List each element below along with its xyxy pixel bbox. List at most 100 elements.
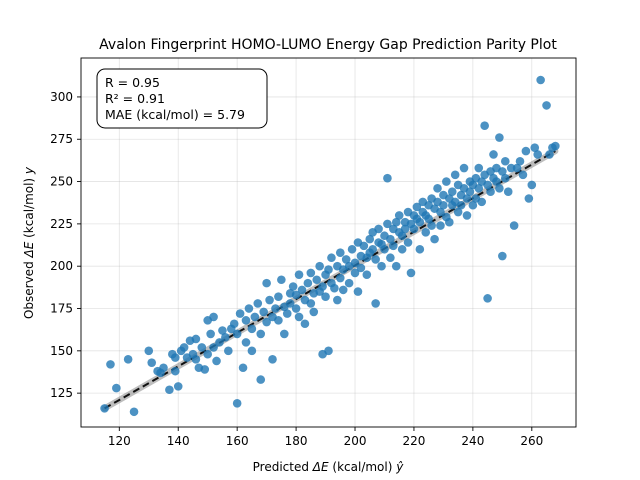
scatter-point xyxy=(415,217,425,227)
scatter-point xyxy=(218,326,227,335)
scatter-point xyxy=(179,343,189,352)
scatter-point xyxy=(512,163,522,173)
scatter-point xyxy=(495,184,504,193)
scatter-point xyxy=(247,346,257,356)
scatter-point xyxy=(445,217,454,227)
scatter-point xyxy=(391,217,401,227)
scatter-point xyxy=(197,343,207,352)
scatter-point xyxy=(433,184,442,193)
scatter-point xyxy=(306,299,316,308)
scatter-point xyxy=(468,200,478,210)
y-tick-label: 150 xyxy=(50,344,73,358)
scatter-point xyxy=(492,177,501,186)
annotation-mae: MAE (kcal/mol) = 5.79 xyxy=(105,107,245,122)
scatter-point xyxy=(524,194,534,203)
scatter-point xyxy=(241,338,251,347)
scatter-point xyxy=(436,207,445,217)
annotation-r: R = 0.95 xyxy=(105,75,160,90)
scatter-point xyxy=(215,338,224,347)
scatter-point xyxy=(359,241,369,251)
scatter-point xyxy=(333,295,342,305)
scatter-point xyxy=(465,187,475,197)
scatter-point xyxy=(238,363,248,373)
scatter-point xyxy=(306,268,316,278)
scatter-point xyxy=(477,197,487,207)
scatter-point xyxy=(232,329,242,339)
scatter-point xyxy=(123,354,133,364)
scatter-point xyxy=(330,283,339,293)
scatter-point xyxy=(315,261,324,271)
scatter-point xyxy=(235,309,245,318)
scatter-point xyxy=(309,307,319,317)
scatter-point xyxy=(256,329,266,339)
y-ticks: 125 150 175 200 225 250 275 300 xyxy=(50,90,81,400)
scatter-point xyxy=(327,253,336,263)
scatter-point xyxy=(129,407,139,417)
scatter-point xyxy=(100,404,109,413)
y-tick-label: 300 xyxy=(50,90,73,104)
scatter-point xyxy=(439,200,448,210)
scatter-point xyxy=(533,150,542,159)
scatter-point xyxy=(347,244,357,254)
y-axis-label: Observed ΔE (kcal/mol) y xyxy=(22,166,36,319)
scatter-point xyxy=(486,187,495,197)
scatter-point xyxy=(350,258,360,268)
scatter-point xyxy=(518,170,528,180)
scatter-point xyxy=(209,343,218,352)
scatter-point xyxy=(159,363,168,373)
scatter-point xyxy=(300,319,310,329)
scatter-point xyxy=(412,202,422,212)
scatter-point xyxy=(232,399,242,408)
scatter-point xyxy=(262,317,271,327)
annotation-frame xyxy=(96,68,268,129)
scatter-point xyxy=(447,187,457,197)
scatter-point xyxy=(321,292,330,301)
scatter-point xyxy=(436,221,445,230)
scatter-point xyxy=(371,299,380,308)
scatter-point xyxy=(462,211,472,220)
scatter-point xyxy=(106,360,115,369)
scatter-point xyxy=(285,299,295,308)
scatter-point xyxy=(338,285,348,295)
stats-annotation-box: R = 0.95 R² = 0.91 MAE (kcal/mol) = 5.79 xyxy=(96,68,268,129)
scatter-point xyxy=(294,270,304,279)
scatter-point xyxy=(262,278,271,288)
scatter-point xyxy=(356,263,366,273)
scatter-point xyxy=(391,261,401,271)
scatter-point xyxy=(212,356,221,366)
scatter-point xyxy=(489,150,498,159)
scatter-point xyxy=(274,292,283,301)
scatter-point xyxy=(191,334,201,344)
scatter-point xyxy=(459,163,469,173)
scatter-point xyxy=(500,173,510,183)
scatter-point xyxy=(394,211,404,220)
scatter-point xyxy=(495,133,504,142)
scatter-point xyxy=(527,180,537,190)
scatter-point xyxy=(453,207,463,217)
scatter-point xyxy=(409,224,419,234)
scatter-point xyxy=(170,366,180,376)
scatter-point xyxy=(173,382,183,391)
scatter-point xyxy=(503,187,513,197)
scatter-point xyxy=(362,270,372,279)
scatter-point xyxy=(259,307,268,317)
scatter-point xyxy=(335,248,345,257)
scatter-point xyxy=(170,353,180,362)
scatter-point xyxy=(406,268,416,278)
scatter-point xyxy=(191,354,201,364)
scatter-point xyxy=(335,273,345,283)
scatter-point xyxy=(509,221,519,230)
scatter-point xyxy=(256,375,266,384)
scatter-point xyxy=(530,143,540,153)
scatter-point xyxy=(442,177,451,186)
scatter-point xyxy=(389,241,398,251)
y-tick-label: 125 xyxy=(50,386,73,400)
scatter-point xyxy=(521,146,531,156)
scatter-point xyxy=(253,299,263,308)
scatter-point xyxy=(324,346,333,356)
scatter-point xyxy=(383,219,392,229)
scatter-point xyxy=(536,75,545,85)
scatter-point xyxy=(318,282,327,291)
scatter-point xyxy=(268,354,277,364)
scatter-point xyxy=(498,167,507,176)
